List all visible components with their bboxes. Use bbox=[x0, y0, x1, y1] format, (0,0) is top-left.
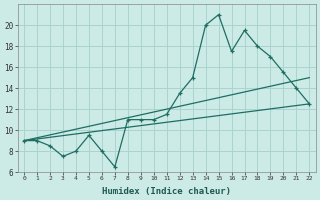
X-axis label: Humidex (Indice chaleur): Humidex (Indice chaleur) bbox=[102, 187, 231, 196]
